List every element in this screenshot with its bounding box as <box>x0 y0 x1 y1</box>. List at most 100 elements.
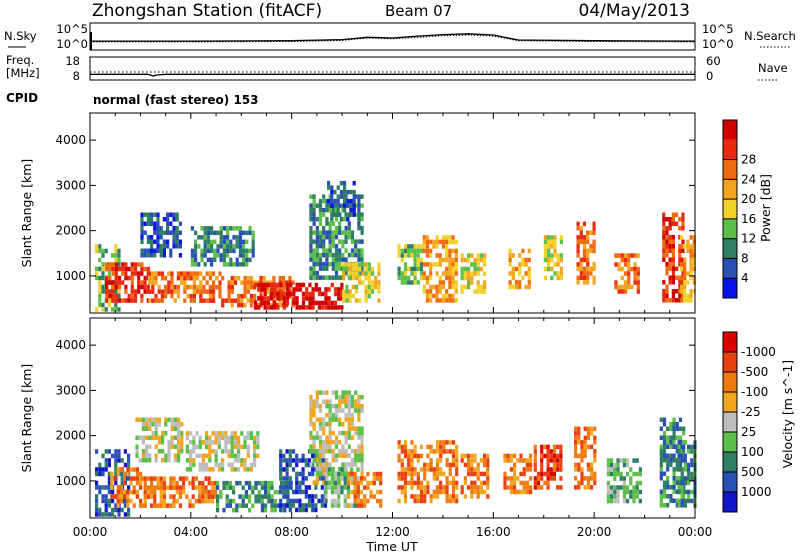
velocity-cell <box>201 498 205 504</box>
velocity-cell <box>224 440 228 445</box>
velocity-cell <box>416 476 420 481</box>
power-cell <box>346 198 350 204</box>
velocity-cell <box>629 480 633 486</box>
velocity-cell <box>98 485 102 490</box>
power-cell <box>322 248 326 253</box>
power-cell <box>330 185 334 190</box>
velocity-cell <box>586 485 590 490</box>
velocity-cell <box>619 458 623 463</box>
power-cell <box>140 230 144 235</box>
power-cell <box>662 230 666 235</box>
velocity-cell <box>150 494 154 499</box>
power-cell <box>260 287 264 292</box>
power-cell <box>243 293 247 299</box>
power-cell <box>146 217 150 222</box>
power-cell <box>686 239 690 245</box>
velocity-cell <box>455 453 459 459</box>
power-cell <box>454 289 458 294</box>
power-cell <box>169 248 173 253</box>
velocity-cell <box>295 462 299 468</box>
velocity-cell <box>379 476 383 481</box>
velocity-cell <box>237 444 241 450</box>
power-cell <box>143 266 147 272</box>
power-cell <box>473 271 477 276</box>
velocity-cell <box>473 458 477 463</box>
velocity-cell <box>243 440 247 445</box>
power-cell <box>150 244 154 249</box>
velocity-cell <box>138 435 142 440</box>
velocity-cell <box>325 444 329 449</box>
velocity-cell <box>476 489 480 495</box>
power-cell <box>358 266 362 272</box>
velocity-cell <box>400 449 404 454</box>
power-cell <box>339 180 343 186</box>
velocity-cell <box>334 471 338 477</box>
velocity-cell <box>574 444 578 450</box>
velocity-cell <box>445 440 449 445</box>
power-cell <box>543 235 547 240</box>
power-cell <box>689 271 693 276</box>
velocity-cell <box>312 408 316 413</box>
velocity-cell <box>285 480 289 486</box>
velocity-cell <box>356 485 360 490</box>
power-cell <box>170 293 174 299</box>
velocity-cell <box>574 440 578 445</box>
power-cell <box>620 253 624 258</box>
velocity-cell <box>442 440 446 445</box>
power-cell <box>192 271 196 276</box>
power-cell <box>212 298 216 303</box>
power-cell <box>413 271 417 276</box>
power-cell <box>140 217 144 222</box>
velocity-cell <box>322 444 326 449</box>
velocity-cell <box>586 480 590 486</box>
velocity-cell <box>416 471 420 477</box>
velocity-cell <box>397 440 401 445</box>
power-cell <box>318 230 323 235</box>
velocity-cell <box>580 480 584 486</box>
power-cell <box>308 291 312 297</box>
velocity-cell <box>126 467 130 472</box>
power-cell <box>117 266 122 272</box>
velocity-cell <box>154 458 158 463</box>
power-cell <box>377 284 381 290</box>
power-cell <box>683 284 687 290</box>
power-cell <box>511 284 515 290</box>
power-cell <box>454 284 458 290</box>
power-cell <box>681 217 685 222</box>
velocity-cell <box>672 489 676 494</box>
power-cell <box>327 185 331 190</box>
velocity-cell <box>410 440 414 445</box>
power-cell <box>269 287 274 292</box>
velocity-cell <box>291 467 296 472</box>
velocity-cell <box>525 462 529 468</box>
power-cell <box>483 262 487 267</box>
power-cell <box>347 252 351 258</box>
power-cell <box>683 271 687 276</box>
power-cell <box>226 230 230 236</box>
power-cell <box>374 284 378 290</box>
velocity-cell <box>254 498 258 504</box>
power-cell <box>662 280 666 285</box>
velocity-cell <box>659 467 663 472</box>
power-cell <box>213 239 217 245</box>
velocity-cell <box>315 462 319 467</box>
velocity-cell <box>442 444 446 450</box>
power-cell <box>617 253 621 258</box>
velocity-cell <box>678 417 683 422</box>
power-cell <box>301 291 306 297</box>
power-cell <box>256 280 260 285</box>
power-cell <box>403 244 408 249</box>
velocity-cell <box>662 422 667 427</box>
velocity-cell <box>256 435 260 441</box>
power-cell <box>189 284 193 290</box>
power-cell <box>527 280 531 285</box>
velocity-cell <box>170 440 174 445</box>
velocity-cell <box>616 458 620 463</box>
velocity-cell <box>178 476 182 481</box>
power-cell <box>360 230 364 235</box>
velocity-cell <box>354 390 358 395</box>
velocity-cell <box>205 467 209 472</box>
velocity-cell <box>246 435 250 441</box>
power-cell <box>351 266 355 272</box>
power-cell <box>579 266 583 272</box>
